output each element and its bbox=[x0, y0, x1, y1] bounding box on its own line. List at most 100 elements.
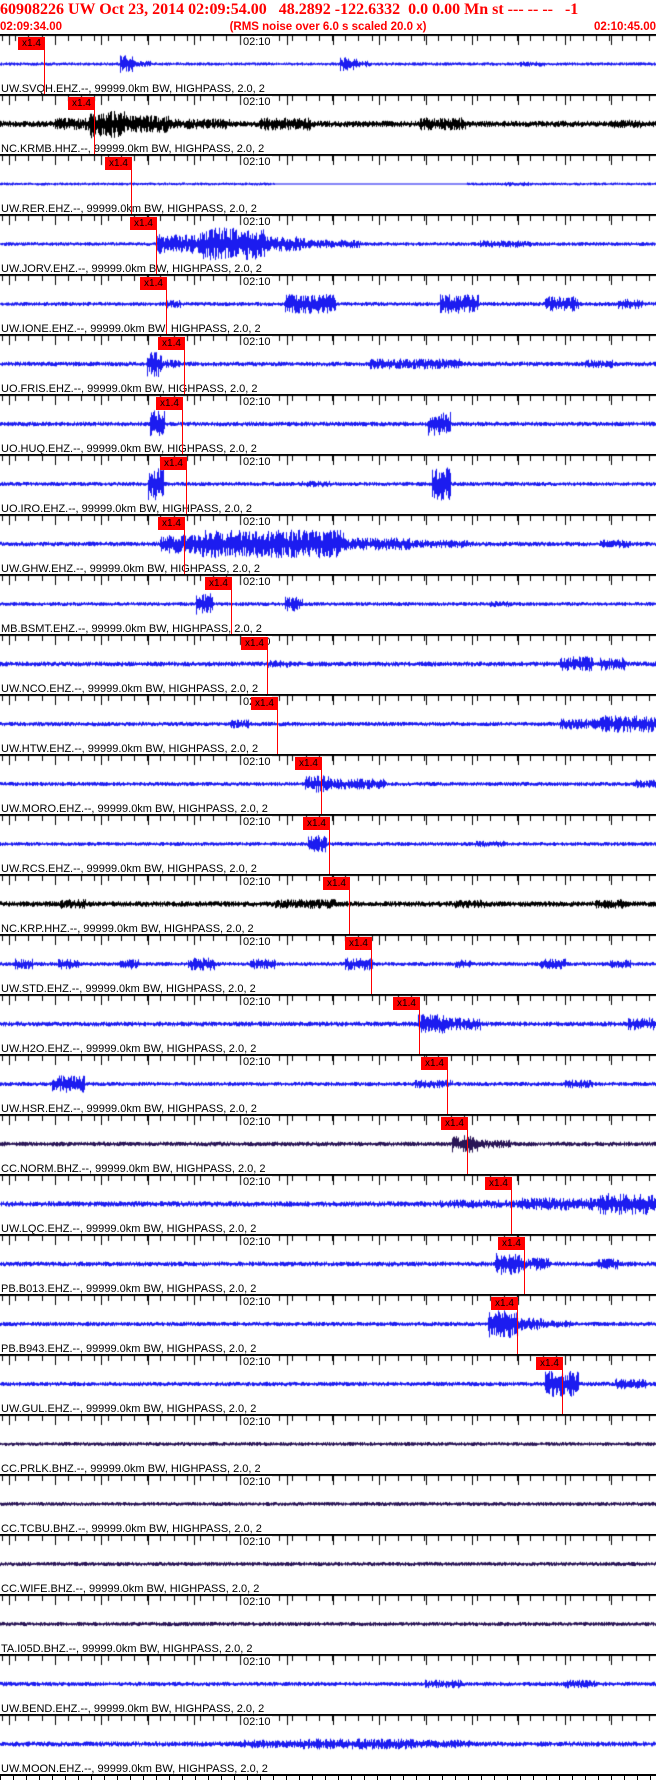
station-label: CC.NORM.BHZ.--, 99999.0km BW, HIGHPASS, … bbox=[1, 1163, 266, 1174]
pick-line[interactable] bbox=[467, 1117, 468, 1174]
trace-row-24[interactable]: 02:10 CC.PRLK.BHZ.--, 99999.0km BW, HIGHP… bbox=[0, 1414, 656, 1474]
pick-line[interactable] bbox=[186, 457, 187, 514]
pick-line[interactable] bbox=[44, 37, 45, 94]
trace-row-19[interactable]: 02:10 CC.NORM.BHZ.--, 99999.0km BW, HIGHP… bbox=[0, 1114, 656, 1174]
minute-label: 02:10 bbox=[242, 36, 272, 48]
pick-scale-badge[interactable]: x1.4 bbox=[303, 817, 330, 830]
minute-label: 02:10 bbox=[242, 1056, 272, 1068]
trace-row-16[interactable]: 02:10 UW.STD.EHZ.--, 99999.0km BW, HIGHPA… bbox=[0, 934, 656, 994]
pick-line[interactable] bbox=[184, 337, 185, 394]
trace-row-5[interactable]: 02:10 UW.IONE.EHZ.--, 99999.0km BW, HIGHP… bbox=[0, 274, 656, 334]
trace-row-22[interactable]: 02:10 PB.B943.EHZ.--, 99999.0km BW, HIGHP… bbox=[0, 1294, 656, 1354]
pick-line[interactable] bbox=[562, 1357, 563, 1414]
pick-scale-badge[interactable]: x1.4 bbox=[498, 1237, 525, 1250]
trace-row-27[interactable]: 02:10 TA.I05D.BHZ.--, 99999.0km BW, HIGHP… bbox=[0, 1594, 656, 1654]
trace-row-20[interactable]: 02:10 UW.LQC.EHZ.--, 99999.0km BW, HIGHPA… bbox=[0, 1174, 656, 1234]
trace-row-10[interactable]: 02:10 MB.BSMT.EHZ.--, 99999.0km BW, HIGHP… bbox=[0, 574, 656, 634]
trace-row-2[interactable]: 02:10 NC.KRMB.HHZ.--, 99999.0km BW, HIGHP… bbox=[0, 94, 656, 154]
pick-scale-badge[interactable]: x1.4 bbox=[160, 457, 187, 470]
pick-line[interactable] bbox=[517, 1297, 518, 1354]
pick-line[interactable] bbox=[371, 937, 372, 994]
window-end-time: 02:10:45.00 bbox=[593, 21, 656, 33]
trace-row-18[interactable]: 02:10 UW.HSR.EHZ.--, 99999.0km BW, HIGHPA… bbox=[0, 1054, 656, 1114]
pick-scale-badge[interactable]: x1.4 bbox=[345, 937, 372, 950]
trace-row-21[interactable]: 02:10 PB.B013.EHZ.--, 99999.0km BW, HIGHP… bbox=[0, 1234, 656, 1294]
station-label: UO.IRO.EHZ.--, 99999.0km BW, HIGHPASS, 2… bbox=[1, 503, 253, 514]
trace-row-3[interactable]: 02:10 UW.RER.EHZ.--, 99999.0km BW, HIGHPA… bbox=[0, 154, 656, 214]
minute-label: 02:10 bbox=[242, 1356, 272, 1368]
station-label: UW.JORV.EHZ.--, 99999.0km BW, HIGHPASS, … bbox=[1, 263, 262, 274]
pick-scale-badge[interactable]: x1.4 bbox=[323, 877, 350, 890]
pick-line[interactable] bbox=[419, 997, 420, 1054]
pick-scale-badge[interactable]: x1.4 bbox=[158, 337, 185, 350]
pick-scale-badge[interactable]: x1.4 bbox=[421, 1057, 448, 1070]
station-label: UW.BEND.EHZ.--, 99999.0km BW, HIGHPASS, … bbox=[1, 1703, 265, 1714]
trace-row-17[interactable]: 02:10 UW.H2O.EHZ.--, 99999.0km BW, HIGHPA… bbox=[0, 994, 656, 1054]
pick-line[interactable] bbox=[329, 817, 330, 874]
station-label: UW.RER.EHZ.--, 99999.0km BW, HIGHPASS, 2… bbox=[1, 203, 257, 214]
pick-line[interactable] bbox=[447, 1057, 448, 1114]
trace-row-1[interactable]: 02:10 UW.SVQH.EHZ.--, 99999.0km BW, HIGHP… bbox=[0, 34, 656, 94]
trace-row-23[interactable]: 02:10 UW.GUL.EHZ.--, 99999.0km BW, HIGHPA… bbox=[0, 1354, 656, 1414]
pick-scale-badge[interactable]: x1.4 bbox=[105, 157, 132, 170]
trace-row-14[interactable]: 02:10 UW.RCS.EHZ.--, 99999.0km BW, HIGHPA… bbox=[0, 814, 656, 874]
pick-scale-badge[interactable]: x1.4 bbox=[536, 1357, 563, 1370]
bottom-ruler bbox=[0, 1774, 656, 1780]
pick-line[interactable] bbox=[166, 277, 167, 334]
pick-line[interactable] bbox=[131, 157, 132, 214]
pick-line[interactable] bbox=[182, 397, 183, 454]
trace-row-4[interactable]: 02:10 UW.JORV.EHZ.--, 99999.0km BW, HIGHP… bbox=[0, 214, 656, 274]
pick-line[interactable] bbox=[321, 757, 322, 814]
minute-label: 02:10 bbox=[242, 456, 272, 468]
trace-row-25[interactable]: 02:10 CC.TCBU.BHZ.--, 99999.0km BW, HIGHP… bbox=[0, 1474, 656, 1534]
minute-label: 02:10 bbox=[242, 1236, 272, 1248]
station-label: UW.RCS.EHZ.--, 99999.0km BW, HIGHPASS, 2… bbox=[1, 863, 257, 874]
trace-row-7[interactable]: 02:10 UO.HUQ.EHZ.--, 99999.0km BW, HIGHPA… bbox=[0, 394, 656, 454]
station-label: UW.MORO.EHZ.--, 99999.0km BW, HIGHPASS, … bbox=[1, 803, 268, 814]
minute-label: 02:10 bbox=[242, 156, 272, 168]
pick-line[interactable] bbox=[524, 1237, 525, 1294]
pick-scale-badge[interactable]: x1.4 bbox=[295, 757, 322, 770]
trace-row-6[interactable]: 02:10 UO.FRIS.EHZ.--, 99999.0km BW, HIGHP… bbox=[0, 334, 656, 394]
pick-scale-badge[interactable]: x1.4 bbox=[140, 277, 167, 290]
pick-scale-badge[interactable]: x1.4 bbox=[156, 397, 183, 410]
pick-scale-badge[interactable]: x1.4 bbox=[241, 637, 268, 650]
pick-scale-badge[interactable]: x1.4 bbox=[251, 697, 278, 710]
station-label: PB.B943.EHZ.--, 99999.0km BW, HIGHPASS, … bbox=[1, 1343, 257, 1354]
station-label: UW.MOON.EHZ.--, 99999.0km BW, HIGHPASS, … bbox=[1, 1763, 268, 1774]
trace-row-29[interactable]: 02:10 UW.MOON.EHZ.--, 99999.0km BW, HIGHP… bbox=[0, 1714, 656, 1774]
pick-scale-badge[interactable]: x1.4 bbox=[68, 97, 95, 110]
trace-row-8[interactable]: 02:10 UO.IRO.EHZ.--, 99999.0km BW, HIGHPA… bbox=[0, 454, 656, 514]
pick-line[interactable] bbox=[511, 1177, 512, 1234]
minute-label: 02:10 bbox=[242, 1596, 272, 1608]
pick-scale-badge[interactable]: x1.4 bbox=[158, 517, 185, 530]
minute-label: 02:10 bbox=[242, 1176, 272, 1188]
pick-line[interactable] bbox=[349, 877, 350, 934]
pick-scale-badge[interactable]: x1.4 bbox=[393, 997, 420, 1010]
trace-row-28[interactable]: 02:10 UW.BEND.EHZ.--, 99999.0km BW, HIGHP… bbox=[0, 1654, 656, 1714]
pick-line[interactable] bbox=[184, 517, 185, 574]
pick-line[interactable] bbox=[267, 637, 268, 694]
trace-row-9[interactable]: 02:10 UW.GHW.EHZ.--, 99999.0km BW, HIGHPA… bbox=[0, 514, 656, 574]
trace-row-26[interactable]: 02:10 CC.WIFE.BHZ.--, 99999.0km BW, HIGHP… bbox=[0, 1534, 656, 1594]
pick-scale-badge[interactable]: x1.4 bbox=[18, 37, 45, 50]
trace-row-15[interactable]: 02:10 NC.KRP.HHZ.--, 99999.0km BW, HIGHPA… bbox=[0, 874, 656, 934]
pick-scale-badge[interactable]: x1.4 bbox=[130, 217, 157, 230]
pick-line[interactable] bbox=[94, 97, 95, 154]
pick-line[interactable] bbox=[277, 697, 278, 754]
pick-line[interactable] bbox=[231, 577, 232, 634]
pick-scale-badge[interactable]: x1.4 bbox=[205, 577, 232, 590]
minute-label: 02:10 bbox=[242, 336, 272, 348]
pick-scale-badge[interactable]: x1.4 bbox=[491, 1297, 518, 1310]
station-label: UW.H2O.EHZ.--, 99999.0km BW, HIGHPASS, 2… bbox=[1, 1043, 257, 1054]
pick-scale-badge[interactable]: x1.4 bbox=[485, 1177, 512, 1190]
station-label: NC.KRMB.HHZ.--, 99999.0km BW, HIGHPASS, … bbox=[1, 143, 265, 154]
minute-label: 02:10 bbox=[242, 1656, 272, 1668]
minute-label: 02:10 bbox=[242, 936, 272, 948]
trace-row-13[interactable]: 02:10 UW.MORO.EHZ.--, 99999.0km BW, HIGHP… bbox=[0, 754, 656, 814]
pick-scale-badge[interactable]: x1.4 bbox=[441, 1117, 468, 1130]
pick-line[interactable] bbox=[156, 217, 157, 274]
minute-label: 02:10 bbox=[242, 516, 272, 528]
